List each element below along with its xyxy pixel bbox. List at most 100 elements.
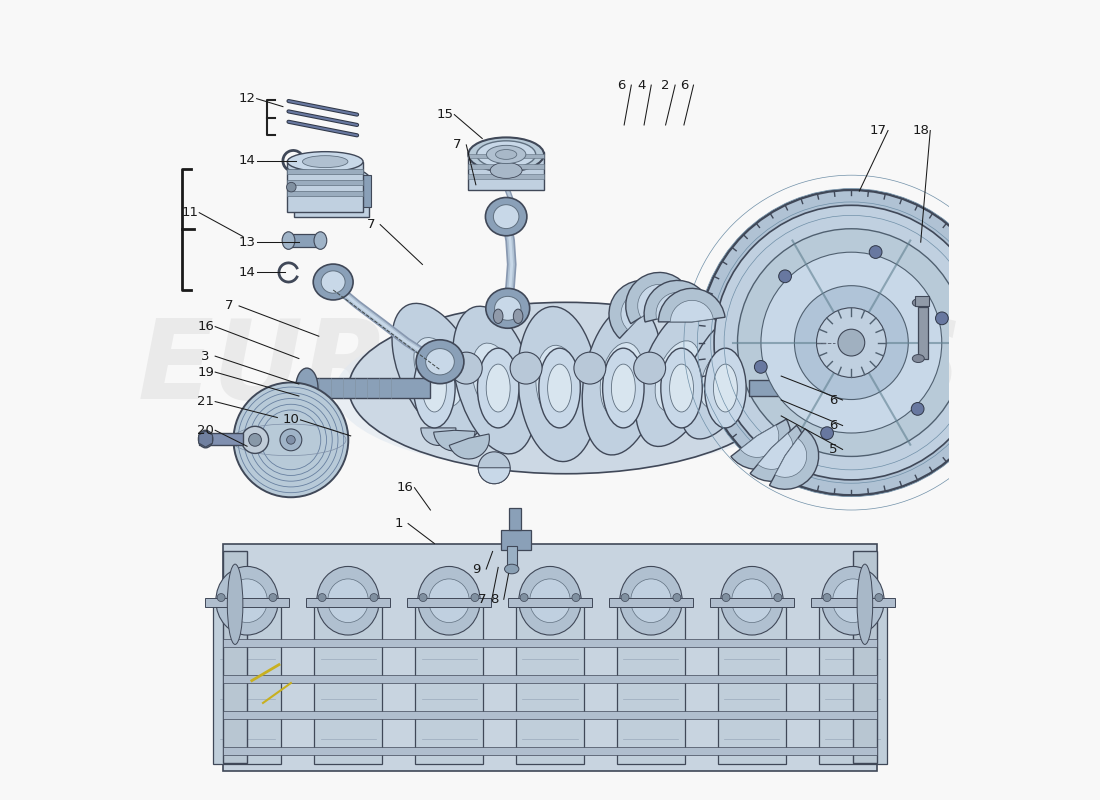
Ellipse shape <box>838 330 865 356</box>
Wedge shape <box>478 468 510 484</box>
Ellipse shape <box>495 150 517 159</box>
Bar <box>288 234 320 247</box>
Bar <box>711 598 794 607</box>
Ellipse shape <box>217 594 226 602</box>
Text: 18: 18 <box>912 124 930 137</box>
Ellipse shape <box>656 341 700 411</box>
Bar <box>508 508 520 530</box>
Ellipse shape <box>494 205 519 229</box>
Ellipse shape <box>486 364 510 412</box>
Wedge shape <box>621 292 654 330</box>
Ellipse shape <box>874 594 883 602</box>
Bar <box>223 675 877 683</box>
Bar <box>500 530 531 550</box>
Bar <box>516 601 584 764</box>
Bar <box>223 543 877 770</box>
Ellipse shape <box>670 364 693 412</box>
Bar <box>306 598 389 607</box>
Ellipse shape <box>912 298 924 306</box>
Wedge shape <box>421 428 455 446</box>
Ellipse shape <box>530 579 570 622</box>
Ellipse shape <box>519 566 581 635</box>
Ellipse shape <box>698 190 1004 495</box>
Wedge shape <box>758 434 793 470</box>
Text: 16: 16 <box>197 320 215 333</box>
Wedge shape <box>740 425 779 458</box>
Ellipse shape <box>321 271 345 293</box>
Ellipse shape <box>328 579 369 622</box>
Text: 7: 7 <box>478 593 486 606</box>
Ellipse shape <box>792 372 810 404</box>
Bar <box>852 551 877 762</box>
Ellipse shape <box>816 308 887 378</box>
Ellipse shape <box>316 184 348 202</box>
Ellipse shape <box>485 198 527 236</box>
Ellipse shape <box>228 564 243 645</box>
Bar <box>294 198 370 202</box>
Ellipse shape <box>661 348 702 428</box>
Ellipse shape <box>418 566 481 635</box>
Bar <box>294 177 370 217</box>
Bar <box>223 711 877 719</box>
Ellipse shape <box>314 264 353 300</box>
Ellipse shape <box>732 579 772 622</box>
Ellipse shape <box>318 594 326 602</box>
Wedge shape <box>609 281 662 338</box>
Bar <box>294 189 370 193</box>
Ellipse shape <box>822 566 884 635</box>
Ellipse shape <box>486 288 530 328</box>
Wedge shape <box>449 434 490 459</box>
Ellipse shape <box>419 594 427 602</box>
Ellipse shape <box>572 594 580 602</box>
Ellipse shape <box>198 430 212 448</box>
Ellipse shape <box>601 342 643 418</box>
Text: 21: 21 <box>197 395 215 408</box>
Ellipse shape <box>630 579 671 622</box>
Bar <box>355 175 371 207</box>
Ellipse shape <box>216 566 278 635</box>
Wedge shape <box>433 430 475 451</box>
Bar <box>469 164 544 169</box>
Ellipse shape <box>287 435 295 444</box>
Text: 1: 1 <box>394 517 403 530</box>
Wedge shape <box>730 419 791 470</box>
Ellipse shape <box>774 594 782 602</box>
Text: 11: 11 <box>182 206 198 219</box>
Ellipse shape <box>700 345 743 408</box>
Bar <box>315 601 382 764</box>
Ellipse shape <box>536 346 580 423</box>
Text: 15: 15 <box>437 108 453 121</box>
Bar <box>820 601 887 764</box>
Text: 12: 12 <box>239 92 255 105</box>
Wedge shape <box>670 300 713 322</box>
Ellipse shape <box>294 166 370 190</box>
Ellipse shape <box>476 141 536 168</box>
Ellipse shape <box>478 452 510 484</box>
Wedge shape <box>645 281 708 322</box>
Bar <box>469 174 544 179</box>
Ellipse shape <box>761 252 942 433</box>
Ellipse shape <box>282 232 295 250</box>
Text: 7: 7 <box>226 299 234 313</box>
Ellipse shape <box>307 170 356 184</box>
Ellipse shape <box>673 594 681 602</box>
Ellipse shape <box>414 348 455 428</box>
Ellipse shape <box>821 426 834 439</box>
Ellipse shape <box>318 173 344 181</box>
Text: 14: 14 <box>239 266 255 279</box>
Bar <box>469 152 544 190</box>
Ellipse shape <box>486 146 526 163</box>
Bar <box>294 179 370 183</box>
Ellipse shape <box>603 348 645 428</box>
Ellipse shape <box>280 429 301 450</box>
Ellipse shape <box>494 309 503 323</box>
Bar <box>508 598 592 607</box>
Text: 5: 5 <box>828 443 837 456</box>
Text: 7: 7 <box>452 138 461 151</box>
Ellipse shape <box>794 286 909 399</box>
Ellipse shape <box>869 246 882 258</box>
Wedge shape <box>750 426 805 482</box>
Bar <box>718 601 785 764</box>
Text: 6: 6 <box>617 78 626 91</box>
Bar <box>469 154 544 158</box>
